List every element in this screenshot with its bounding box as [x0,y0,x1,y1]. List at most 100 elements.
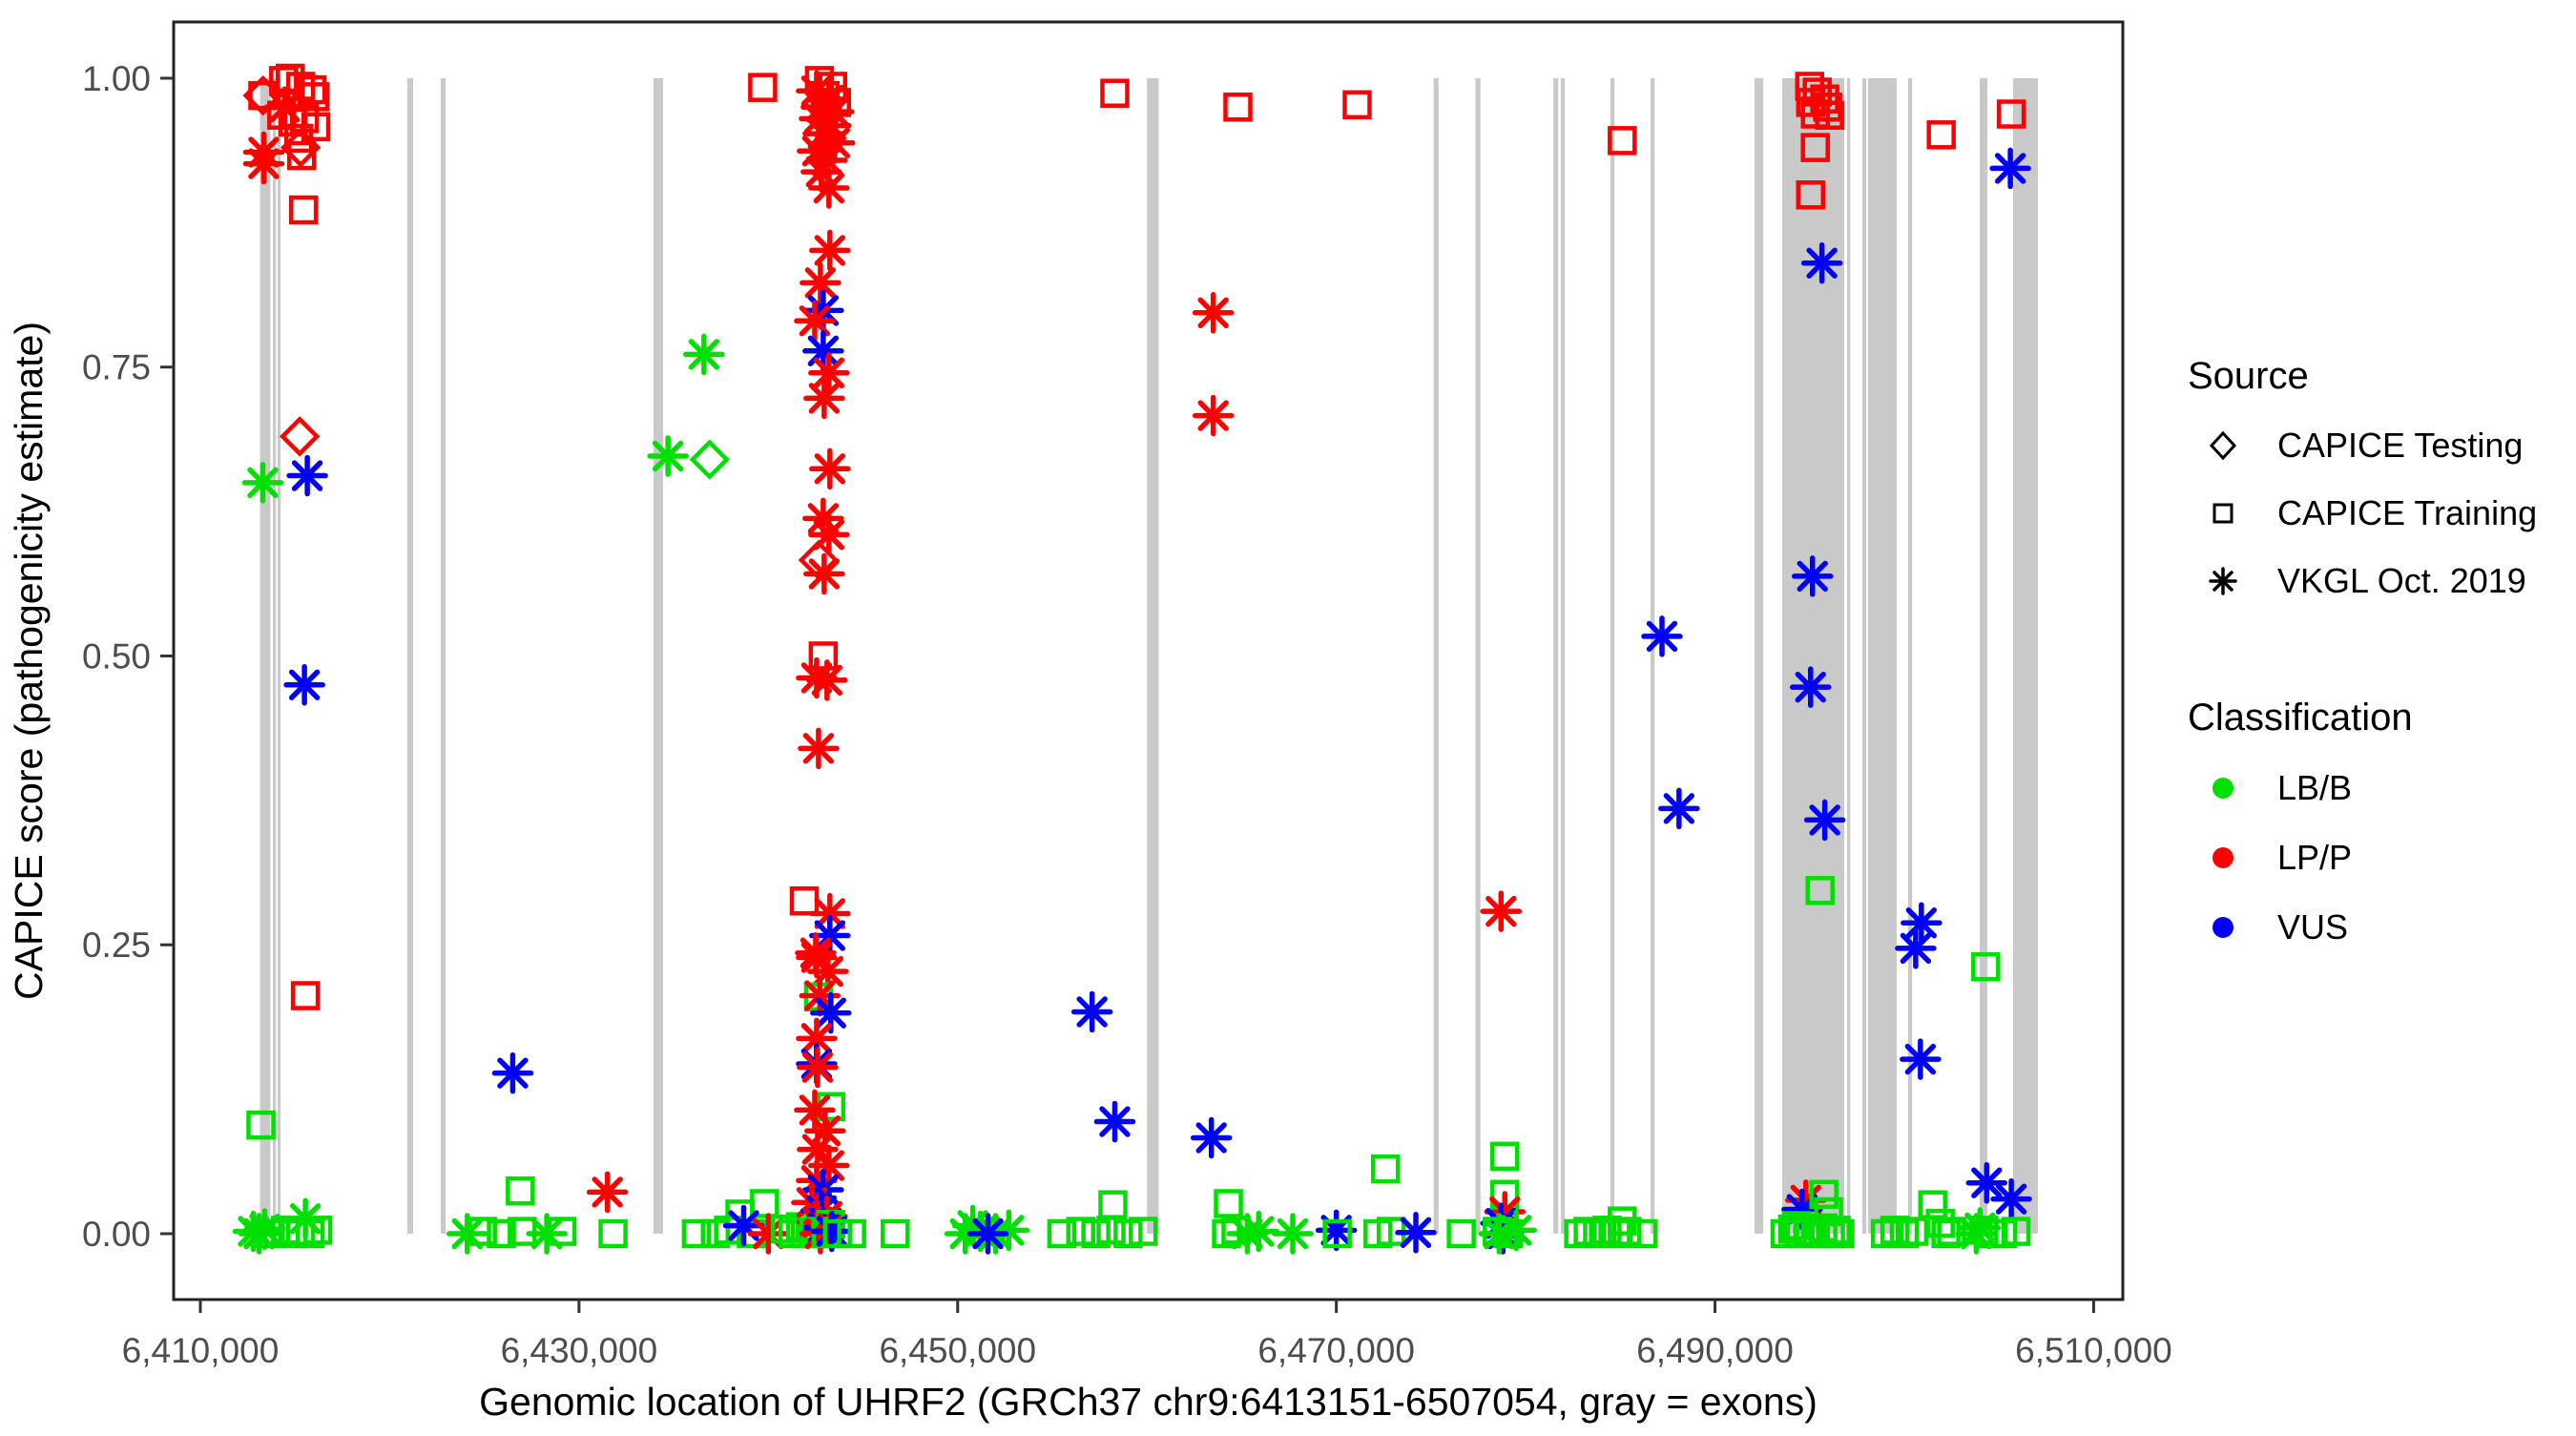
exon-band [1147,77,1159,1234]
exon-band [1847,77,1851,1234]
data-point [1800,133,1830,162]
panel-border [172,20,2125,1301]
legend-source-title: Source [2188,355,2309,397]
data-point [1190,1116,1233,1159]
asterisk-arm [815,997,846,1029]
data-point [1047,1218,1077,1249]
data-point [794,300,836,343]
asterisk-icon [2209,567,2237,595]
exon-band [1433,77,1439,1234]
data-point [803,377,845,420]
data-point [1803,799,1846,842]
asterisk-arm [801,1051,834,1083]
data-point [1564,1218,1593,1249]
data-point [748,73,778,102]
data-point [1990,1177,2032,1220]
asterisk-arm [247,467,279,499]
asterisk-arm [1277,1217,1309,1250]
data-point [1478,1213,1521,1255]
legend-item-label: CAPICE Training [2277,493,2538,532]
legend-item-label: VUS [2277,907,2349,947]
data-point [1965,1161,2008,1204]
asterisk-arm [688,339,720,370]
data-point [1093,1100,1136,1143]
legend-classification-title: Classification [2188,697,2413,739]
asterisk-arm [1646,620,1678,653]
data-point [1070,990,1113,1033]
data-point [1608,126,1637,156]
asterisk-arm [1994,153,2026,184]
asterisk-arm [269,92,301,123]
data-point [1870,1218,1901,1249]
asterisk-arm [799,1094,831,1126]
data-point [487,1218,516,1249]
data-point [1113,1218,1143,1249]
asterisk-arm [814,898,845,929]
diamond-glyph [2201,425,2245,467]
legend-classification: Classification [2188,697,2569,739]
legend-item-label: LP/P [2277,838,2353,877]
data-point [797,1046,839,1089]
data-point [1825,1218,1855,1249]
data-point [491,1051,534,1094]
y-tick-label: 1.00 [82,59,151,98]
data-point [1395,1212,1437,1254]
diamond-icon [2209,430,2237,461]
exon-band [1475,77,1481,1234]
data-point [526,1213,568,1255]
data-point [242,142,285,185]
asterisk-glyph [2201,560,2245,602]
data-point [288,195,319,225]
asterisk-arm [1484,1217,1515,1250]
exon-band [1755,77,1764,1234]
data-point [295,1218,325,1249]
legend-item-label: LB/B [2277,768,2353,807]
legend-item-classification-1: LP/P [2201,837,2352,879]
x-tick-label: 6,450,000 [879,1331,1036,1370]
data-point [279,416,321,457]
exon-band [1610,77,1615,1234]
legend-item-source-2: VKGL Oct. 2019 [2201,560,2526,602]
asterisk-arm [1797,560,1828,593]
legend-item-source-0: CAPICE Testing [2201,425,2523,467]
data-point [1490,1141,1520,1172]
data-point [1098,1190,1128,1219]
data-point [800,261,841,304]
x-tick-label: 6,430,000 [501,1331,658,1370]
asterisk-arm [1099,1106,1131,1137]
data-point [283,663,325,706]
asterisk-arm [248,148,280,179]
data-point [806,659,848,701]
asterisk-arm [1243,1216,1275,1247]
data-point [1800,241,1843,284]
x-tick-label: 6,490,000 [1636,1331,1794,1370]
asterisk-arm [801,1134,834,1165]
data-point [1790,666,1832,708]
exon-band [406,77,414,1234]
asterisk-arm [972,1217,1004,1250]
asterisk-arm [800,1023,833,1054]
data-point [1895,927,1937,969]
data-point [681,1218,712,1249]
y-tick-label: 0.50 [82,636,151,676]
legend-item-label: VKGL Oct. 2019 [2277,561,2526,600]
exon-band [1868,77,1898,1234]
data-point [1900,1038,1942,1080]
data-point [809,447,851,490]
data-point [1628,1218,1658,1249]
data-point [467,1217,497,1246]
legend-source: Source [2188,355,2569,398]
asterisk-arm [1995,1183,2027,1215]
data-point [722,1204,765,1247]
data-point [750,1189,779,1218]
asterisk-arm [1076,996,1108,1028]
data-point [1100,78,1130,108]
exon-band [1553,77,1559,1234]
data-point [286,454,328,497]
data-point [881,1218,910,1249]
data-point [803,552,845,595]
asterisk-arm [1904,1043,1937,1075]
data-point [1192,394,1235,437]
data-point [1926,120,1956,150]
